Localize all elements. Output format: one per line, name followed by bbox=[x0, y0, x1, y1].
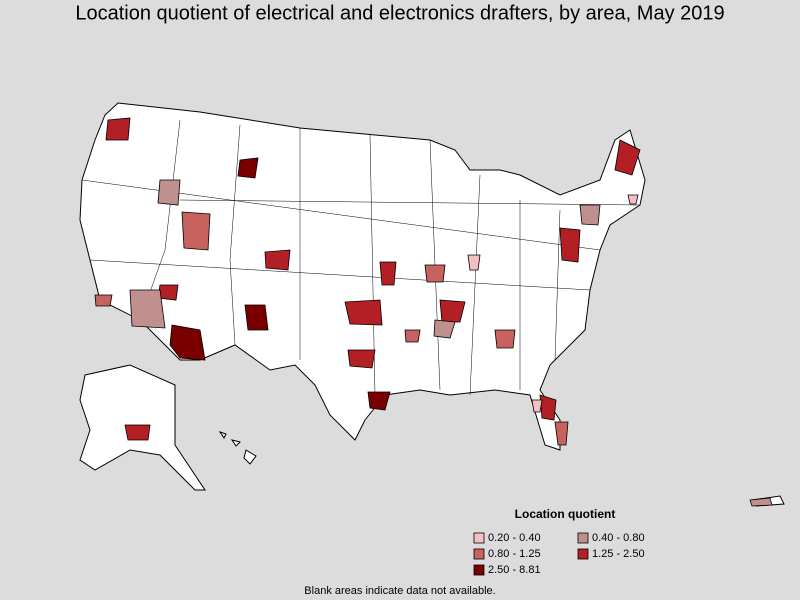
area bbox=[494, 329, 516, 349]
map-title: Location quotient of electrical and elec… bbox=[75, 2, 724, 24]
legend-label: 0.40 - 0.80 bbox=[592, 532, 645, 544]
area bbox=[424, 264, 446, 283]
area bbox=[627, 194, 639, 205]
area bbox=[554, 421, 569, 446]
area bbox=[379, 261, 397, 286]
area bbox=[559, 227, 581, 263]
legend-swatch bbox=[473, 564, 485, 576]
area bbox=[105, 117, 131, 141]
legend-items: 0.20 - 0.40 0.40 - 0.80 0.80 - 1.25 1.25 - … bbox=[473, 532, 645, 576]
area bbox=[169, 324, 206, 361]
legend-label: 1.25 - 2.50 bbox=[592, 548, 645, 560]
footnote: Blank areas indicate data not available. bbox=[304, 585, 495, 597]
area bbox=[367, 391, 391, 411]
area bbox=[439, 299, 466, 323]
legend-title: Location quotient bbox=[515, 507, 616, 521]
area bbox=[614, 139, 641, 176]
area bbox=[749, 497, 773, 507]
legend-label: 2.50 - 8.81 bbox=[488, 564, 541, 576]
area bbox=[539, 394, 557, 421]
areas bbox=[94, 117, 773, 507]
area bbox=[531, 399, 543, 413]
area bbox=[181, 211, 211, 251]
legend-label: 0.20 - 0.40 bbox=[488, 532, 541, 544]
legend-swatch bbox=[473, 548, 485, 560]
area bbox=[129, 289, 166, 329]
area bbox=[244, 304, 269, 331]
area bbox=[124, 424, 151, 441]
legend-swatch bbox=[473, 532, 485, 544]
area bbox=[404, 329, 421, 343]
legend-swatch bbox=[577, 548, 589, 560]
area bbox=[264, 249, 291, 271]
legend-label: 0.80 - 1.25 bbox=[488, 548, 541, 560]
area bbox=[433, 319, 456, 339]
area bbox=[347, 349, 376, 369]
area bbox=[579, 204, 601, 226]
legend: Location quotient 0.20 - 0.40 0.40 - 0.80… bbox=[473, 507, 645, 576]
area bbox=[344, 299, 383, 326]
map bbox=[79, 102, 785, 507]
legend-swatch bbox=[577, 532, 589, 544]
area bbox=[94, 294, 113, 307]
area bbox=[157, 179, 181, 206]
area bbox=[467, 254, 481, 271]
area bbox=[237, 157, 259, 179]
hawaii bbox=[218, 431, 257, 465]
